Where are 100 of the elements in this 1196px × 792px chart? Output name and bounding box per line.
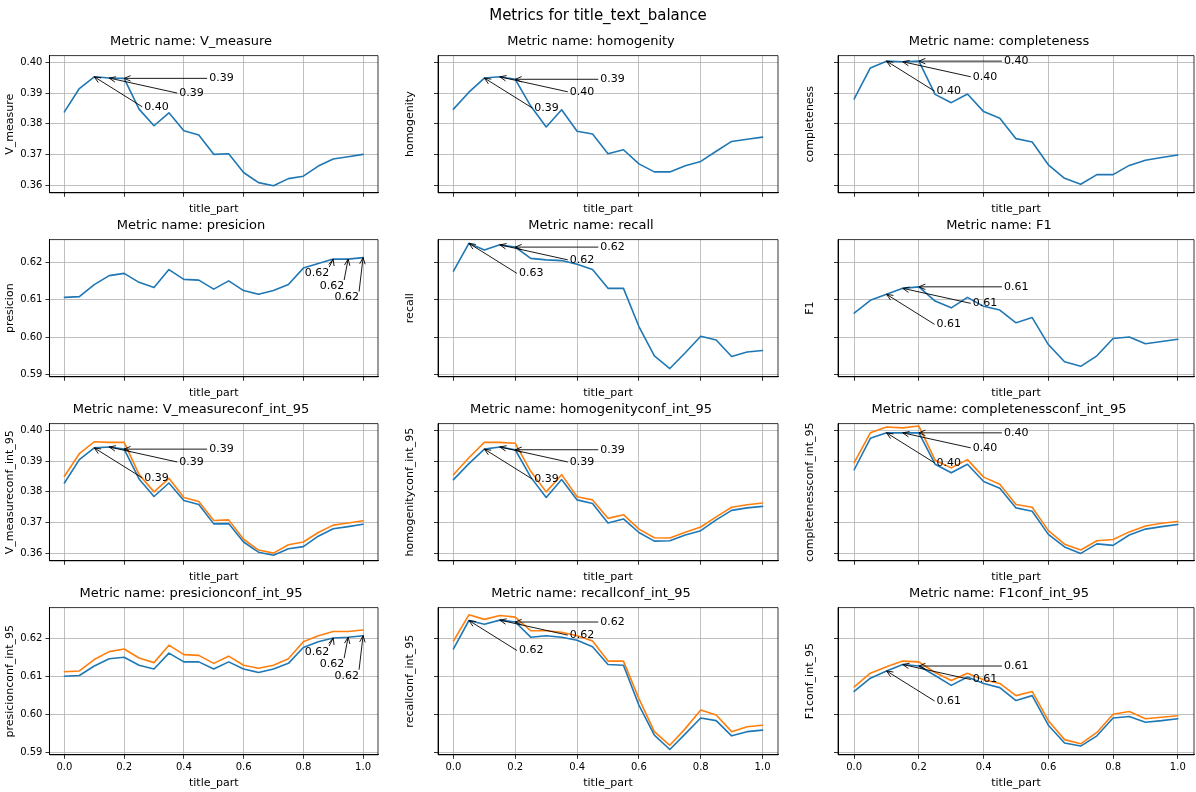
chart-title: Metric name: homogenity <box>507 33 676 49</box>
annotation: 0.62 <box>518 643 544 657</box>
y-tick-label: 0.36 <box>20 179 43 191</box>
annotation: 0.39 <box>179 85 204 99</box>
x-tick-label: 0.6 <box>235 761 252 773</box>
annotation: 0.61 <box>1003 279 1029 293</box>
annotation: 0.62 <box>304 644 330 658</box>
y-tick-label: 0.37 <box>20 148 43 160</box>
x-tick-label: 0.8 <box>692 761 709 773</box>
annotation: 0.40 <box>972 69 998 83</box>
y-tick-label: 0.39 <box>20 86 43 98</box>
annotation: 0.39 <box>179 454 204 468</box>
x-tick-label: 0.0 <box>445 761 462 773</box>
x-axis-title: title_part <box>188 202 240 216</box>
y-tick-label: 0.60 <box>20 708 43 720</box>
annotation: 0.39 <box>534 100 559 114</box>
annotation: 0.62 <box>319 657 345 671</box>
y-tick-label: 0.62 <box>20 632 43 644</box>
y-axis-title: completeness <box>803 85 817 163</box>
x-axis-title: title_part <box>583 776 634 790</box>
x-tick-label: 0.0 <box>56 761 73 773</box>
annotation: 0.39 <box>144 470 169 484</box>
x-tick-label: 1.0 <box>1169 761 1186 773</box>
x-axis-title: title_part <box>583 202 634 216</box>
y-tick-label: 0.38 <box>20 485 43 497</box>
x-tick-label: 0.0 <box>846 761 863 773</box>
y-axis-title: V_measureconf_int_95 <box>3 430 17 555</box>
annotation: 0.62 <box>600 614 625 628</box>
y-tick-label: 0.40 <box>20 55 43 67</box>
y-axis-title: recall <box>403 293 417 324</box>
annotation: 0.39 <box>569 454 595 468</box>
x-tick-label: 0.4 <box>975 761 992 773</box>
x-axis-title: title_part <box>583 386 634 400</box>
x-tick-label: 1.0 <box>754 761 771 773</box>
y-axis-title: completenessconf_int_95 <box>803 422 817 562</box>
y-tick-label: 0.59 <box>20 746 43 758</box>
annotation: 0.39 <box>600 442 625 456</box>
annotation: 0.40 <box>569 84 595 98</box>
annotation: 0.39 <box>600 72 625 86</box>
x-tick-label: 0.8 <box>295 761 312 773</box>
chart-title: Metric name: V_measure <box>109 33 273 49</box>
x-axis-title: title_part <box>188 776 240 790</box>
annotation: 0.61 <box>936 317 962 331</box>
annotation: 0.40 <box>936 84 962 97</box>
y-tick-label: 0.61 <box>20 293 43 305</box>
y-tick-label: 0.36 <box>20 547 43 559</box>
x-axis-title: title_part <box>991 202 1042 216</box>
x-axis-title: title_part <box>991 386 1042 400</box>
y-tick-label: 0.62 <box>20 255 43 267</box>
chart-title: Metric name: completeness <box>908 33 1090 49</box>
annotation: 0.61 <box>936 693 962 707</box>
annotation: 0.63 <box>518 266 544 280</box>
chart-title: Metric name: F1conf_int_95 <box>908 585 1090 601</box>
annotation: 0.40 <box>1003 54 1029 67</box>
annotation: 0.62 <box>600 239 625 253</box>
annotation: 0.62 <box>569 252 595 266</box>
annotation: 0.40 <box>144 99 169 113</box>
x-axis-title: title_part <box>188 570 240 584</box>
chart-title: Metric name: recall <box>528 217 654 233</box>
chart-title: Metric name: completenessconf_int_95 <box>871 401 1127 417</box>
y-tick-label: 0.37 <box>20 516 43 528</box>
y-axis-title: homogenityconf_int_95 <box>403 427 417 557</box>
x-tick-label: 1.0 <box>355 761 372 773</box>
x-tick-label: 0.6 <box>1040 761 1057 773</box>
chart-title: Metric name: recallconf_int_95 <box>491 585 691 601</box>
y-tick-label: 0.40 <box>20 423 43 435</box>
chart-title: Metric name: F1 <box>946 217 1052 233</box>
annotation: 0.62 <box>334 668 360 682</box>
chart-title: Metric name: V_measureconf_int_95 <box>72 401 310 417</box>
annotation: 0.40 <box>1003 425 1029 439</box>
x-axis-title: title_part <box>188 386 240 400</box>
x-axis-title: title_part <box>583 570 634 584</box>
y-tick-label: 0.59 <box>20 368 43 380</box>
x-axis-title: title_part <box>991 776 1042 790</box>
chart-title: Metric name: presicionconf_int_95 <box>79 585 303 601</box>
y-tick-label: 0.39 <box>20 454 43 466</box>
y-tick-label: 0.38 <box>20 117 43 129</box>
annotation: 0.39 <box>209 441 234 455</box>
x-tick-label: 0.4 <box>175 761 192 773</box>
x-tick-label: 0.4 <box>569 761 586 773</box>
annotation: 0.62 <box>319 278 345 292</box>
y-axis-title: V_measure <box>3 93 17 155</box>
annotation: 0.39 <box>209 71 234 85</box>
x-tick-label: 0.6 <box>630 761 647 773</box>
x-tick-label: 0.2 <box>116 761 133 773</box>
chart-title: Metric name: presicion <box>116 217 266 233</box>
y-axis-title: F1conf_int_95 <box>803 643 817 720</box>
annotation: 0.62 <box>334 290 360 304</box>
annotation: 0.62 <box>304 265 330 279</box>
annotation: 0.40 <box>972 440 998 454</box>
text: Metrics for title_text_balance <box>489 6 707 24</box>
y-tick-label: 0.61 <box>20 670 43 682</box>
y-axis-title: homogenity <box>403 90 417 158</box>
y-tick-label: 0.60 <box>20 330 43 342</box>
y-axis-title: presicionconf_int_95 <box>3 624 17 738</box>
x-tick-label: 0.2 <box>507 761 524 773</box>
annotation: 0.61 <box>1003 658 1029 672</box>
x-axis-title: title_part <box>991 570 1042 584</box>
y-axis-title: presicion <box>3 283 17 334</box>
x-tick-label: 0.8 <box>1105 761 1122 773</box>
